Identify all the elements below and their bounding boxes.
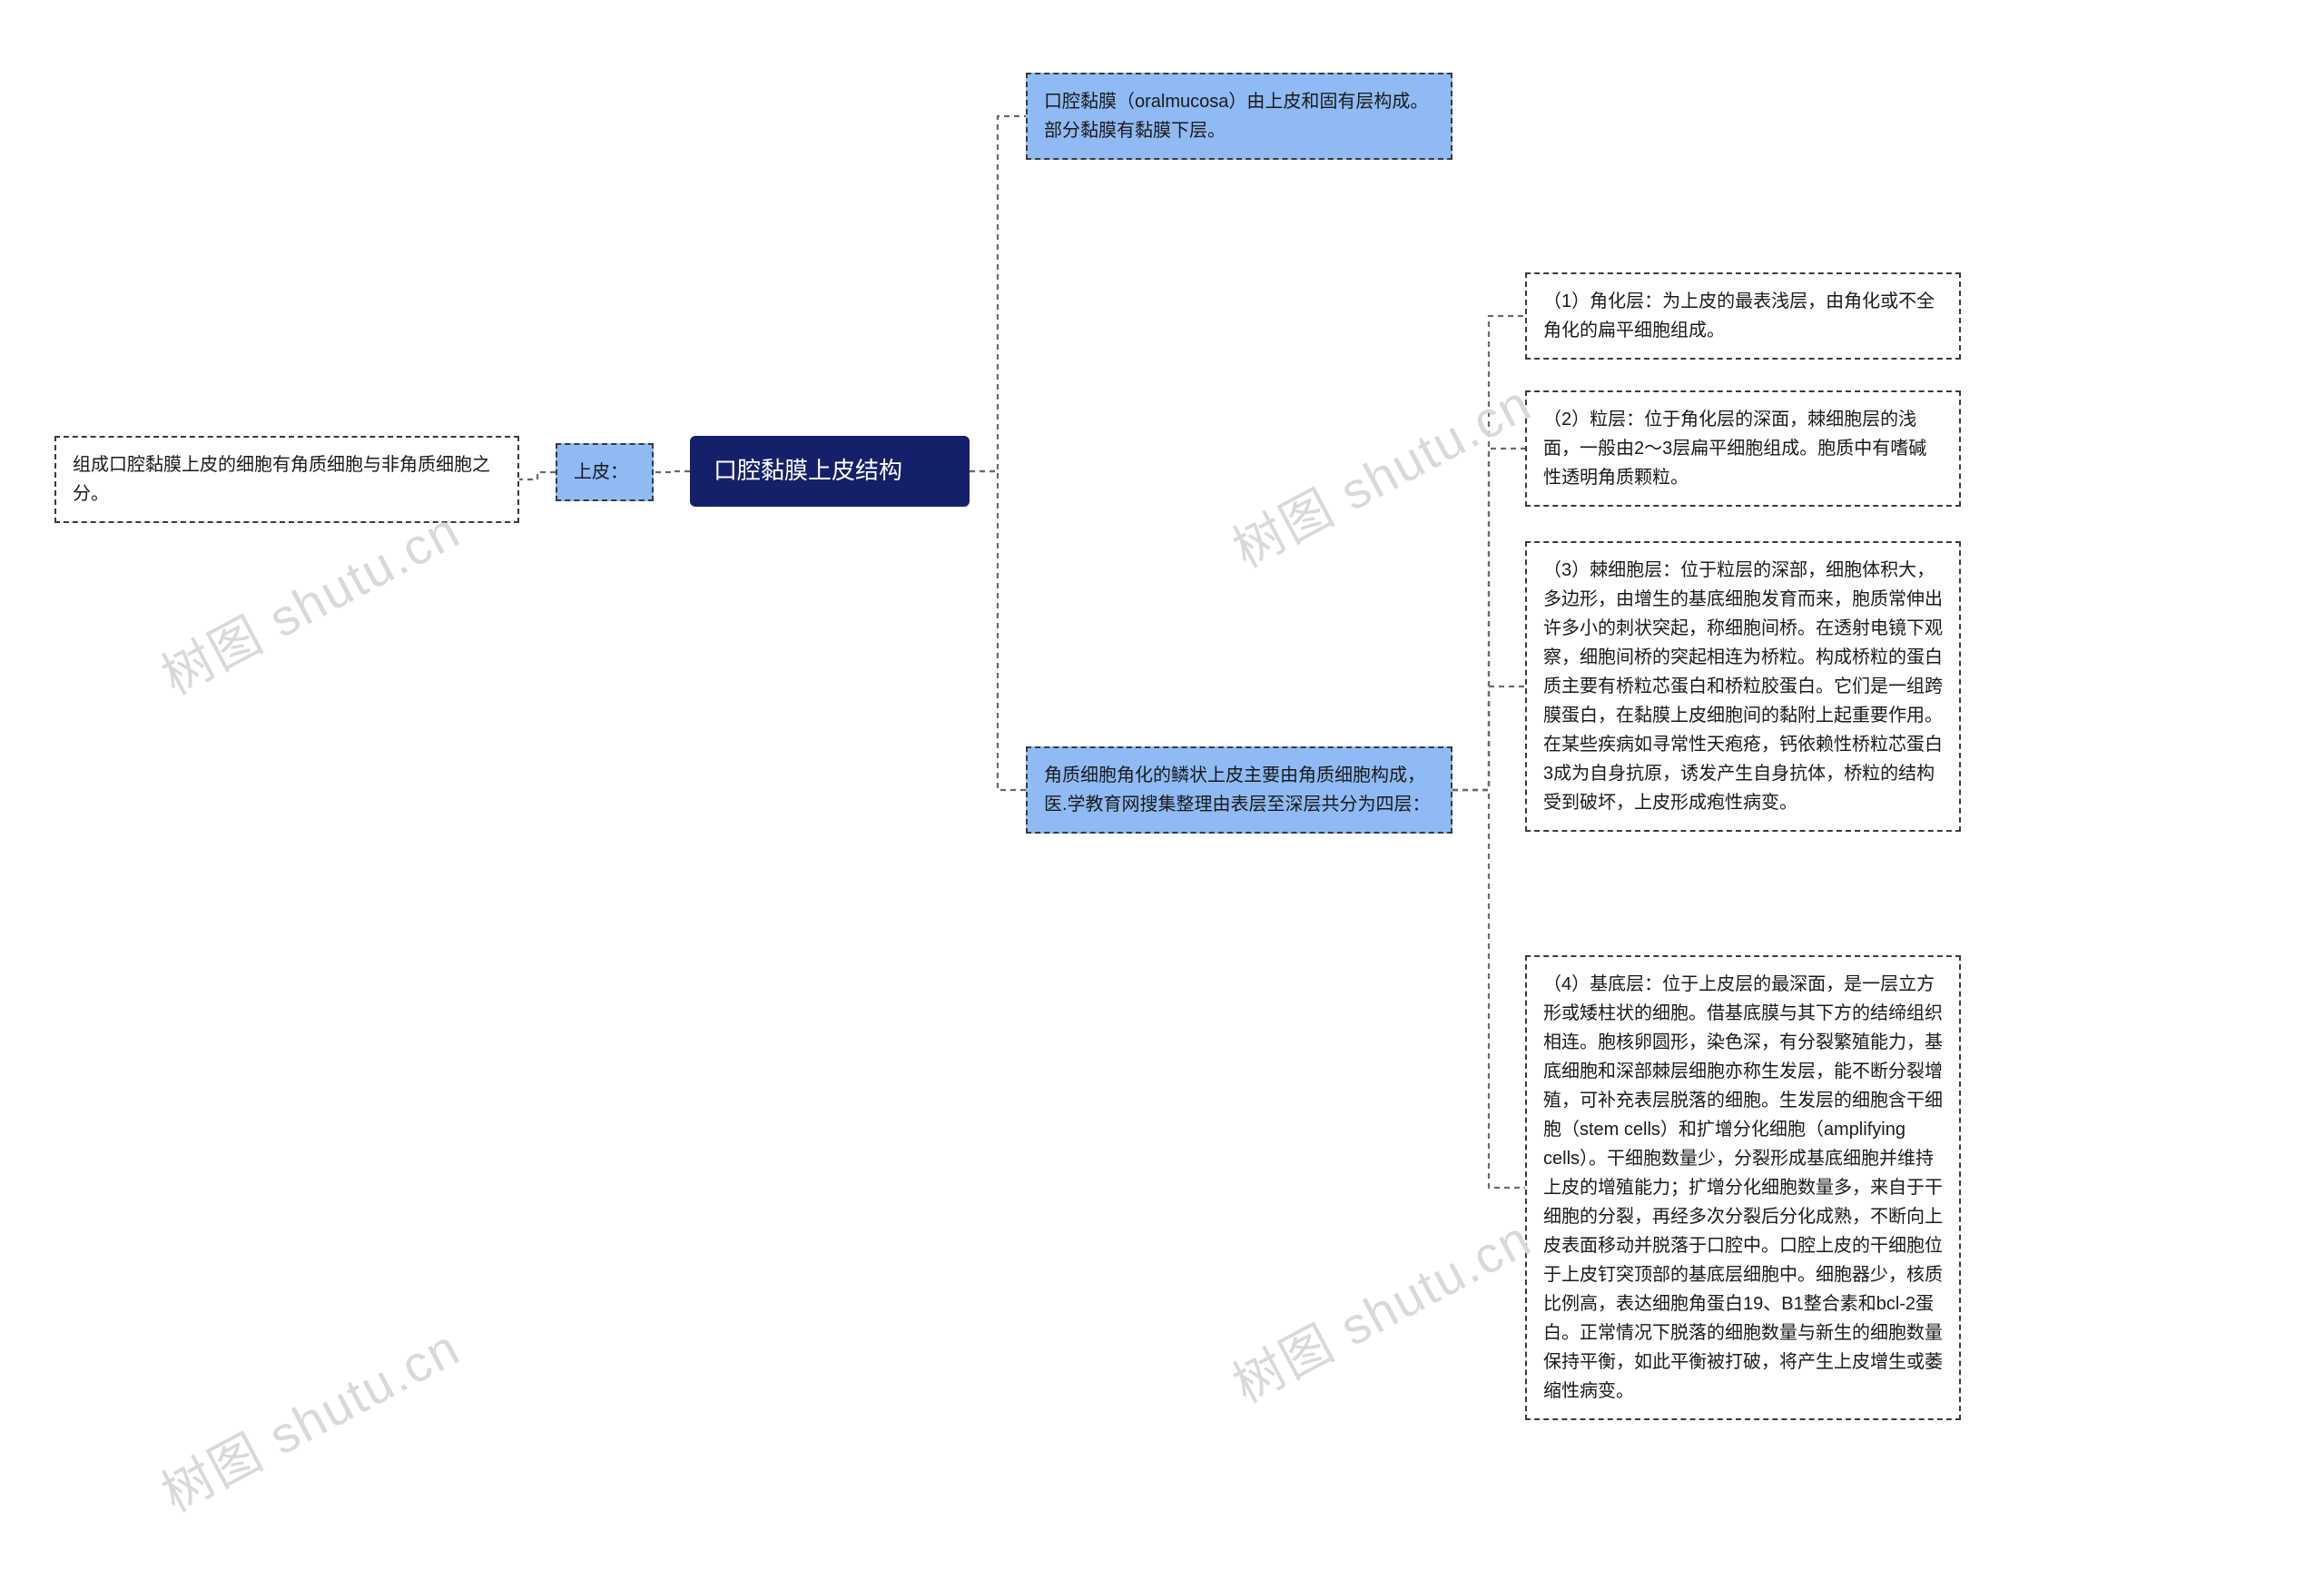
connector-line xyxy=(1452,316,1525,790)
node-text: （3）棘细胞层：位于粒层的深部，细胞体积大，多边形，由增生的基底细胞发育而来，胞… xyxy=(1543,560,1943,813)
connector-line xyxy=(1452,790,1525,1188)
center-node-text: 口腔黏膜上皮结构 xyxy=(714,457,902,484)
mindmap-leaf-layer-3[interactable]: （3）棘细胞层：位于粒层的深部，细胞体积大，多边形，由增生的基底细胞发育而来，胞… xyxy=(1525,541,1961,832)
mindmap-node-left-cell-types[interactable]: 组成口腔黏膜上皮的细胞有角质细胞与非角质细胞之分。 xyxy=(54,436,519,523)
mindmap-leaf-layer-2[interactable]: （2）粒层：位于角化层的深面，棘细胞层的浅面，一般由2～3层扁平细胞组成。胞质中… xyxy=(1525,390,1961,507)
mindmap-node-left-epithelium[interactable]: 上皮： xyxy=(556,443,654,501)
connector-line xyxy=(654,471,690,472)
node-text: （4）基底层：位于上皮层的最深面，是一层立方形或矮柱状的细胞。借基底膜与其下方的… xyxy=(1543,974,1943,1401)
node-text: 上皮： xyxy=(574,462,628,482)
mindmap-leaf-layer-1[interactable]: （1）角化层：为上皮的最表浅层，由角化或不全角化的扁平细胞组成。 xyxy=(1525,272,1961,360)
connector-line xyxy=(1452,449,1525,790)
node-text: 角质细胞角化的鳞状上皮主要由角质细胞构成，医.学教育网搜集整理由表层至深层共分为… xyxy=(1044,765,1431,815)
connector-line xyxy=(1452,686,1525,790)
mindmap-node-keratinocyte-layers[interactable]: 角质细胞角化的鳞状上皮主要由角质细胞构成，医.学教育网搜集整理由表层至深层共分为… xyxy=(1026,746,1452,834)
watermark-text: 树图 shutu.cn xyxy=(147,490,471,709)
connector-line xyxy=(519,472,556,479)
connector-line xyxy=(970,471,1026,790)
watermark-text: 树图 shutu.cn xyxy=(1218,1199,1542,1417)
node-text: （2）粒层：位于角化层的深面，棘细胞层的浅面，一般由2～3层扁平细胞组成。胞质中… xyxy=(1543,410,1926,488)
mindmap-node-oral-mucosa-def[interactable]: 口腔黏膜（oralmucosa）由上皮和固有层构成。部分黏膜有黏膜下层。 xyxy=(1026,73,1452,160)
mindmap-center-node[interactable]: 口腔黏膜上皮结构 xyxy=(690,436,970,507)
watermark-text: 树图 shutu.cn xyxy=(1218,363,1542,582)
watermark-text: 树图 shutu.cn xyxy=(147,1308,471,1526)
node-text: （1）角化层：为上皮的最表浅层，由角化或不全角化的扁平细胞组成。 xyxy=(1543,291,1935,341)
node-text: 口腔黏膜（oralmucosa）由上皮和固有层构成。部分黏膜有黏膜下层。 xyxy=(1044,92,1428,141)
connector-line xyxy=(970,116,1026,471)
node-text: 组成口腔黏膜上皮的细胞有角质细胞与非角质细胞之分。 xyxy=(73,455,490,504)
mindmap-leaf-layer-4[interactable]: （4）基底层：位于上皮层的最深面，是一层立方形或矮柱状的细胞。借基底膜与其下方的… xyxy=(1525,955,1961,1420)
